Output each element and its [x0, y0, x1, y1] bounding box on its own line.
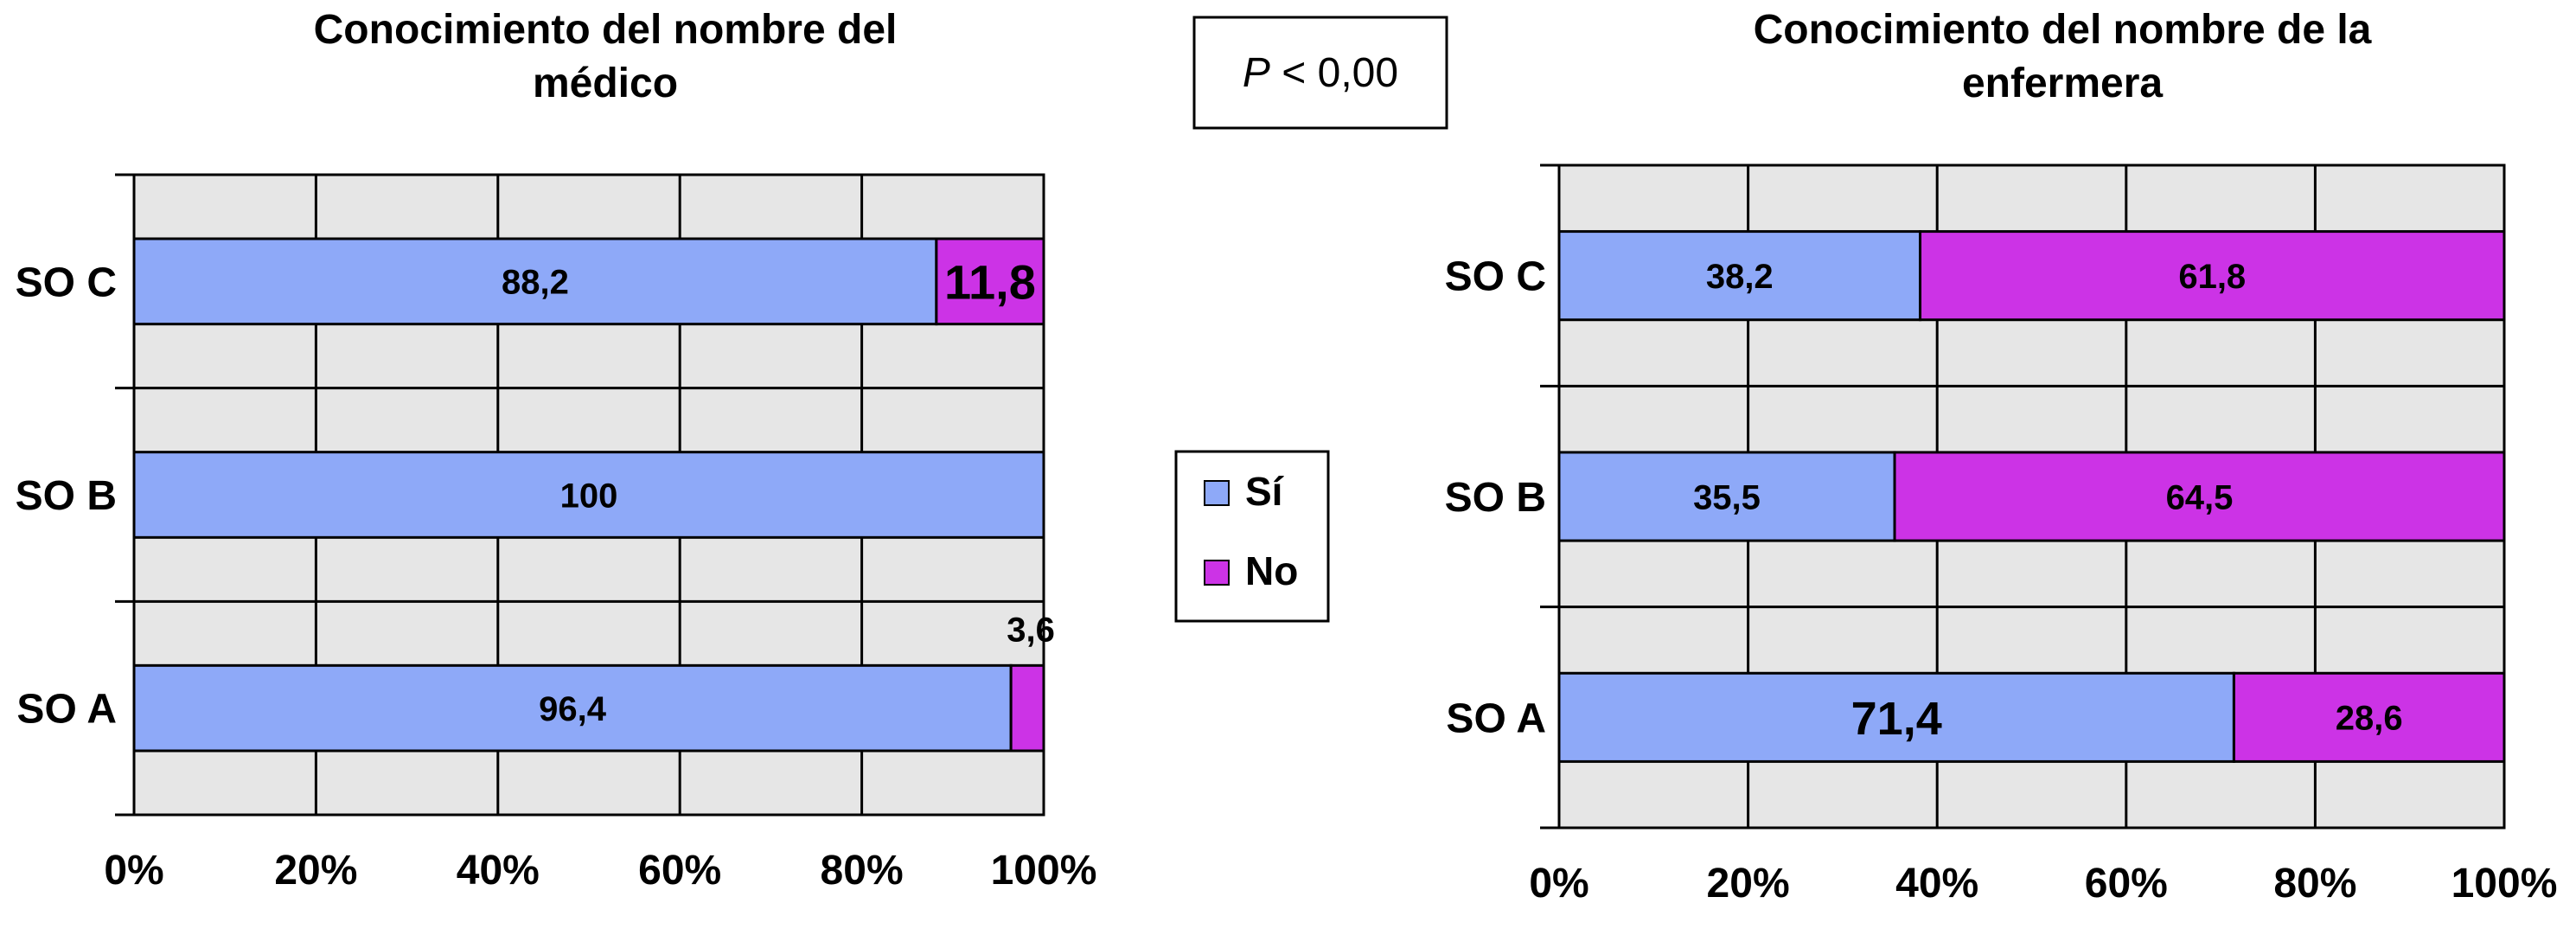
chart-medico: Conocimiento del nombre del médico 96,4 3,6…	[16, 7, 1097, 894]
bar-value-label: 28,6	[2336, 700, 2403, 738]
bar-value-label: 35,5	[1693, 478, 1761, 516]
bar-value-label: 88,2	[502, 264, 569, 302]
p-value-frame	[1192, 16, 1448, 130]
chart-enfermera: Conocimiento del nombre de la enfermera 71…	[1445, 7, 2558, 907]
plot-frame	[132, 173, 1045, 817]
bar-si	[1557, 451, 1896, 542]
category-label: SO B	[16, 473, 117, 519]
bar-no	[935, 237, 1045, 326]
legend-swatch-no	[1204, 560, 1230, 586]
bar-si	[132, 451, 1045, 539]
chart-title-line: Conocimiento del nombre del	[314, 7, 898, 53]
x-tick-label: 80%	[2273, 861, 2356, 907]
legend: Sí No	[1174, 450, 1330, 623]
bar-no	[1893, 451, 2506, 542]
legend-label-no: No	[1245, 548, 1298, 593]
legend-swatch-si	[1204, 480, 1230, 506]
x-tick-label: 0%	[104, 848, 163, 894]
x-tick-label: 60%	[2085, 861, 2168, 907]
p-value-text: P < 0,00	[1243, 50, 1398, 96]
bar-no	[1919, 230, 2506, 322]
x-tick-label: 80%	[821, 848, 904, 894]
plot-frame	[1557, 163, 2506, 830]
bar-value-label: 38,2	[1706, 258, 1774, 296]
x-tick-label: 60%	[638, 848, 721, 894]
category-label: SO A	[1446, 695, 1546, 741]
p-value-rest: < 0,00	[1270, 50, 1398, 96]
x-tick-label: 0%	[1529, 861, 1588, 907]
p-value-symbol: P	[1243, 50, 1270, 96]
x-tick-label: 100%	[2451, 861, 2558, 907]
bar-value-label: 61,8	[2178, 258, 2246, 296]
bar-value-label: 11,8	[944, 254, 1036, 309]
bar-si	[1557, 671, 2235, 763]
bar-si	[132, 237, 938, 326]
bar-no	[2232, 671, 2506, 763]
category-label: SO B	[1445, 475, 1546, 521]
x-tick-label: 100%	[991, 848, 1097, 894]
bar-value-label: 64,5	[2166, 478, 2234, 516]
x-tick-label: 40%	[1895, 861, 1978, 907]
bar-si	[1557, 230, 1922, 322]
x-tick-label: 20%	[1707, 861, 1790, 907]
bar-value-label: 100	[560, 477, 618, 515]
x-tick-label: 20%	[274, 848, 357, 894]
p-value-box: P < 0,00	[1192, 16, 1448, 130]
bar-no	[1009, 663, 1045, 753]
x-tick-label: 40%	[457, 848, 540, 894]
chart-title-line: enfermera	[1962, 61, 2163, 106]
bar-value-label: 96,4	[539, 690, 607, 728]
category-label: SO A	[16, 687, 117, 733]
legend-frame	[1174, 450, 1330, 623]
legend-label-si: Sí	[1245, 469, 1285, 514]
category-label: SO C	[1445, 254, 1546, 300]
chart-title-line: Conocimiento del nombre de la	[1754, 7, 2372, 53]
bar-value-label: 3,6	[1007, 611, 1055, 649]
chart-title-line: médico	[533, 61, 678, 106]
bar-value-label: 71,4	[1851, 693, 1942, 745]
category-label: SO C	[16, 259, 117, 305]
